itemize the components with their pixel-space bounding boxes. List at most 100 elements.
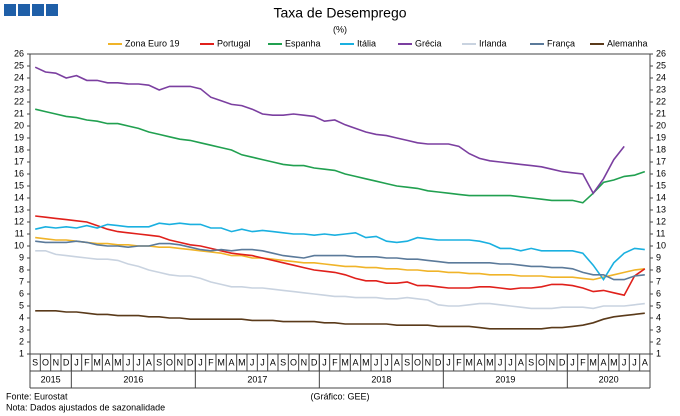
y-tick-label: 19 [14,132,24,142]
y2-tick-label: 7 [656,276,661,286]
year-label: 2015 [41,374,61,384]
legend-label: França [547,38,575,48]
x-tick-label: M [362,357,370,367]
legend-label: Portugal [217,38,251,48]
y-tick-label: 4 [19,312,24,322]
plot-area [29,53,651,355]
x-tick-label: S [156,357,162,367]
x-tick-label: A [642,357,648,367]
x-tick-label: S [32,357,38,367]
y2-tick-label: 9 [656,252,661,262]
y2-tick-label: 19 [656,132,666,142]
x-tick-label: S [528,357,534,367]
y2-tick-label: 24 [656,72,666,82]
y-tick-label: 18 [14,144,24,154]
year-label: 2018 [371,374,391,384]
chart-title: Taxa de Desemprego [273,5,406,21]
x-tick-label: D [63,357,70,367]
y-tick-label: 22 [14,96,24,106]
x-tick-label: O [538,357,545,367]
x-tick-label: F [456,357,462,367]
series-line [35,222,645,282]
x-tick-label: S [404,357,410,367]
x-tick-label: A [518,357,524,367]
x-tick-label: J [198,357,203,367]
y-tick-label: 14 [14,192,24,202]
y-tick-label: 10 [14,240,24,250]
x-tick-label: O [42,357,49,367]
x-tick-label: A [270,357,276,367]
x-tick-label: N [53,357,60,367]
x-tick-label: M [341,357,349,367]
x-tick-label: F [580,357,586,367]
x-tick-label: M [589,357,597,367]
x-tick-label: A [104,357,110,367]
y2-tick-label: 20 [656,120,666,130]
legend-label: Alemanha [607,38,648,48]
x-tick-label: J [260,357,265,367]
x-tick-label: J [622,357,627,367]
legend-label: Itália [357,38,376,48]
series-line [35,215,646,297]
x-tick-label: J [374,357,379,367]
y2-tick-label: 16 [656,168,666,178]
x-tick-label: J [570,357,575,367]
x-tick-label: J [498,357,503,367]
y-tick-label: 24 [14,72,24,82]
y-tick-label: 25 [14,60,24,70]
x-tick-label: A [146,357,152,367]
x-tick-label: D [187,357,194,367]
y2-tick-label: 25 [656,60,666,70]
y2-tick-label: 5 [656,300,661,310]
x-tick-label: D [435,357,442,367]
y2-tick-label: 14 [656,192,666,202]
y-tick-label: 8 [19,264,24,274]
x-tick-label: N [301,357,308,367]
logo [4,4,58,16]
y2-tick-label: 21 [656,108,666,118]
x-tick-label: F [208,357,214,367]
y2-tick-label: 26 [656,48,666,58]
legend-label: Irlanda [479,38,507,48]
year-label: 2016 [123,374,143,384]
legend-label: Espanha [285,38,321,48]
y2-tick-label: 10 [656,240,666,250]
series-line [35,250,645,310]
x-tick-label: N [425,357,432,367]
x-tick-label: A [394,357,400,367]
y-tick-label: 26 [14,48,24,58]
y-tick-label: 21 [14,108,24,118]
year-label: 2020 [599,374,619,384]
note: Nota: Dados ajustados de sazonalidade [6,402,165,412]
x-tick-label: D [311,357,318,367]
y-tick-label: 15 [14,180,24,190]
y-tick-label: 13 [14,204,24,214]
x-tick-label: M [217,357,225,367]
y2-tick-label: 17 [656,156,666,166]
x-tick-label: J [322,357,327,367]
y-tick-label: 17 [14,156,24,166]
x-tick-label: J [508,357,513,367]
x-tick-label: M [486,357,494,367]
x-tick-label: J [126,357,131,367]
x-tick-label: F [332,357,338,367]
x-tick-label: D [559,357,566,367]
y2-tick-label: 13 [656,204,666,214]
year-label: 2017 [247,374,267,384]
legend-label: Grécia [415,38,442,48]
y-tick-label: 5 [19,300,24,310]
y-tick-label: 2 [19,336,24,346]
x-tick-label: A [600,357,606,367]
y-tick-label: 11 [15,228,24,238]
y2-tick-label: 22 [656,96,666,106]
y2-tick-label: 15 [656,180,666,190]
y2-tick-label: 8 [656,264,661,274]
x-tick-label: M [114,357,122,367]
y2-tick-label: 18 [656,144,666,154]
y-tick-label: 9 [19,252,24,262]
y2-tick-label: 23 [656,84,666,94]
x-tick-label: J [446,357,451,367]
x-tick-label: O [414,357,421,367]
x-tick-label: F [84,357,90,367]
